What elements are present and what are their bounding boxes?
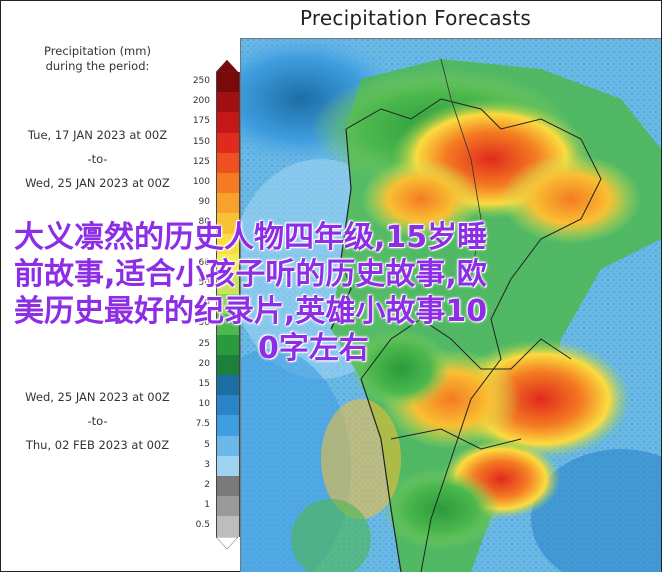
legend-heading-line1: Precipitation (mm): [44, 44, 151, 58]
scale-swatch: [216, 173, 240, 194]
scale-tick-label: 0.5: [195, 520, 210, 531]
scale-swatch: [216, 72, 240, 93]
scale-swatch: [216, 213, 240, 234]
period1-end: Wed, 25 JAN 2023 at 00Z: [25, 176, 170, 190]
scale-tick-label: 80: [198, 217, 210, 228]
map-graphic: [241, 39, 661, 572]
scale-swatch: [216, 274, 240, 295]
scale-tick-label: 60: [198, 257, 210, 268]
scale-swatch: [216, 314, 240, 335]
scale-swatch: [216, 253, 240, 274]
scale-tick-label: 1: [204, 500, 210, 511]
scale-tick-label: 10: [198, 399, 210, 410]
scale-swatch: [216, 112, 240, 133]
overlay-text-line1: 大义凛然的历史人物四年级,15岁睡: [14, 220, 488, 255]
scale-swatch: [216, 233, 240, 254]
precipitation-map: [240, 38, 661, 572]
period1-start: Tue, 17 JAN 2023 at 00Z: [27, 128, 168, 142]
scale-swatch: [216, 516, 240, 537]
scale-swatch: [216, 152, 240, 173]
scale-tick-label: 30: [198, 318, 210, 329]
scale-bottom-arrow: [216, 536, 238, 549]
scale-tick-label: 20: [198, 358, 210, 369]
scale-swatch: [216, 496, 240, 517]
period2-end: Thu, 02 FEB 2023 at 00Z: [25, 438, 170, 452]
scale-tick-label: 200: [192, 96, 210, 107]
scale-tick-label: 40: [198, 298, 210, 309]
scale-swatch: [216, 193, 240, 214]
scale-swatch: [216, 455, 240, 476]
scale-swatch: [216, 132, 240, 153]
scale-swatch: [216, 334, 240, 355]
scale-swatch: [216, 375, 240, 396]
legend-panel: Precipitation (mm) during the period: Tu…: [0, 0, 195, 572]
scale-top-arrow: [216, 60, 238, 72]
overlay-text-line3: 美历史最好的纪录片,英雄小故事10: [14, 294, 488, 329]
scale-tick-label: 25: [198, 338, 210, 349]
scale-swatch: [216, 476, 240, 497]
scale-tick-label: 175: [192, 116, 210, 127]
scale-tick-label: 2: [204, 480, 210, 490]
overlay-text-line4: 0字左右: [258, 331, 369, 366]
scale-tick-label: 250: [192, 76, 210, 86]
scale-tick-label: 90: [198, 197, 210, 208]
scale-tick-label: 15: [198, 379, 210, 389]
scale-tick-label: 150: [192, 136, 210, 147]
scale-swatch: [216, 294, 240, 315]
scale-tick-label: 3: [204, 459, 210, 470]
scale-tick-label: 7.5: [195, 419, 210, 430]
scale-swatch: [216, 435, 240, 456]
scale-tick-label: 125: [192, 156, 210, 167]
period2-sep: -to-: [87, 414, 108, 428]
scale-swatch: [216, 354, 240, 375]
scale-swatch: [216, 92, 240, 113]
scale-swatch: [216, 415, 240, 436]
scale-tick-label: 5: [204, 439, 210, 450]
scale-swatch: [216, 395, 240, 416]
scale-tick-label: 50: [198, 278, 210, 288]
period1-sep: -to-: [87, 152, 108, 166]
scale-tick-label: 70: [198, 237, 210, 248]
map-title: Precipitation Forecasts: [300, 6, 532, 30]
legend-heading-line2: during the period:: [45, 59, 150, 73]
period2-start: Wed, 25 JAN 2023 at 00Z: [25, 390, 170, 404]
overlay-text-line2: 前故事,适合小孩子听的历史故事,欧: [14, 257, 487, 292]
scale-tick-label: 100: [192, 177, 210, 187]
